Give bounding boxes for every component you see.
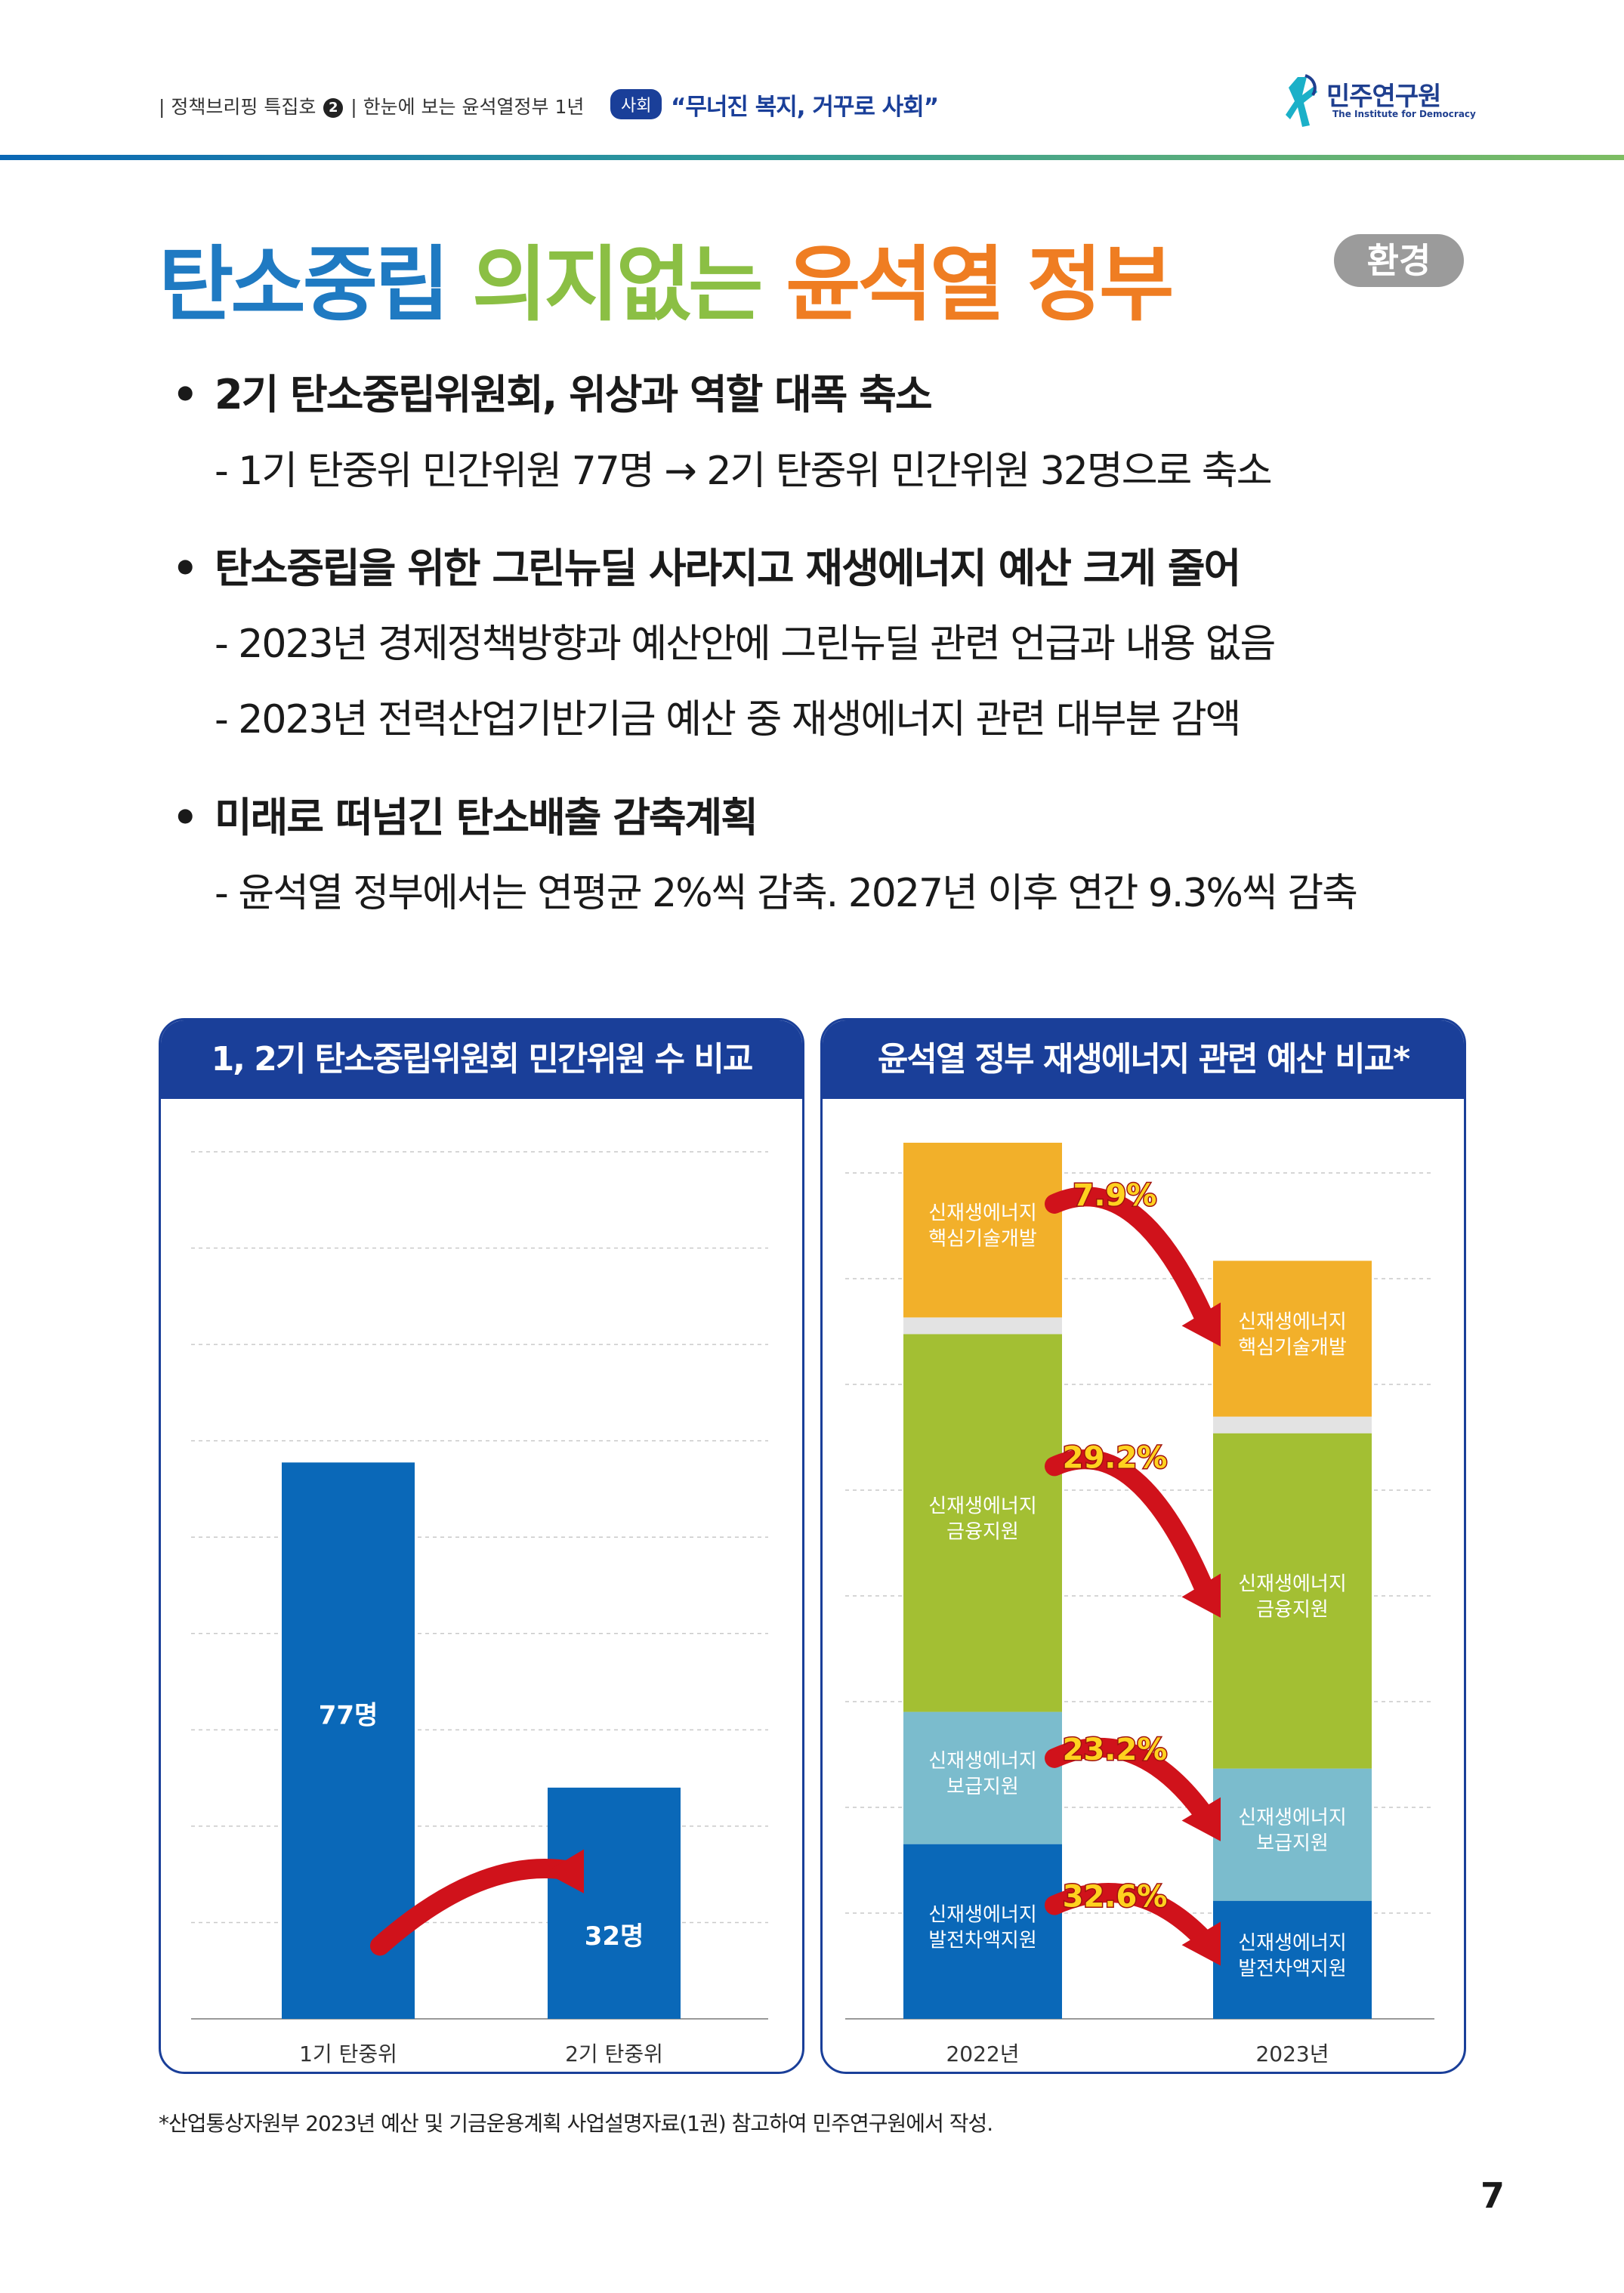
percent-change-label: 29.2% xyxy=(1063,1440,1168,1475)
logo-subtitle: The Institute for Democracy xyxy=(1332,109,1476,119)
header-breadcrumb: | 정책브리핑 특집호 2 | 한눈에 보는 윤석열정부 1년 xyxy=(159,92,584,119)
bullet-heading: • 미래로 떠넘긴 탄소배출 감축계획 xyxy=(172,784,758,844)
header-category-tag: 사회 xyxy=(610,89,662,119)
segment-label: 신재생에너지 xyxy=(1238,1932,1347,1955)
header-quote: “무너진 복지, 거꾸로 사회” xyxy=(671,94,939,121)
arrow-head xyxy=(1181,1797,1221,1841)
arrow-shaft xyxy=(1045,1187,1217,1334)
segment-label: 발전차액지원 xyxy=(1238,1958,1347,1980)
arrow-head xyxy=(545,1849,584,1893)
arrow-head xyxy=(1181,1573,1221,1618)
segment-label: 신재생에너지 xyxy=(1238,1573,1347,1596)
decrease-arrow xyxy=(1045,1187,1221,1347)
bullet-heading-text: 미래로 떠넘긴 탄소배출 감축계획 xyxy=(215,794,758,841)
bullet-heading: • 2기 탄소중립위원회, 위상과 역할 대폭 축소 xyxy=(172,361,933,421)
percent-change-label: 32.6% xyxy=(1063,1880,1168,1915)
stacked-bar-segment xyxy=(1213,1900,1372,2019)
percent-change-label: 7.9% xyxy=(1073,1178,1157,1213)
bar-value-label: 77명 xyxy=(319,1701,378,1731)
bullet-detail: - 2023년 경제정책방향과 예산안에 그린뉴딜 관련 언급과 내용 없음 xyxy=(215,622,1276,667)
decrease-arrow xyxy=(370,1849,584,1956)
segment-label: 신재생에너지 xyxy=(928,1495,1037,1517)
committee-members-chart: 77명 1기 탄중위 32명 2기 탄중위 xyxy=(191,1151,768,2066)
stacked-bar-segment xyxy=(1213,1768,1372,1901)
title-part-1: 탄소중립 xyxy=(159,238,473,332)
logo-emblem-icon xyxy=(1286,74,1317,127)
header-divider xyxy=(0,155,1624,160)
segment-label: 신재생에너지 xyxy=(1238,1807,1347,1829)
segment-label: 보급지원 xyxy=(1256,1832,1329,1855)
stacked-bar-segment xyxy=(903,1844,1062,2019)
header-issue-number: 2 xyxy=(323,98,344,118)
institute-logo: 민주연구원 The Institute for Democracy xyxy=(1284,73,1476,133)
bullet-detail: - 윤석열 정부에서는 연평균 2%씩 감축. 2027년 이후 연간 9.3%… xyxy=(215,871,1358,916)
arrow-shaft xyxy=(370,1859,580,1956)
segment-label: 핵심기술개발 xyxy=(1238,1336,1347,1359)
segment-label: 금융지원 xyxy=(1256,1599,1329,1622)
page-header: | 정책브리핑 특집호 2 | 한눈에 보는 윤석열정부 1년 사회 “무너진 … xyxy=(159,82,1465,127)
bar xyxy=(548,1787,681,2019)
arrow-shaft xyxy=(1045,1738,1217,1829)
segment-label: 신재생에너지 xyxy=(928,1202,1037,1225)
stacked-bar-segment xyxy=(903,1334,1062,1712)
segment-label: 발전차액지원 xyxy=(928,1929,1037,1952)
header-series: | 정책브리핑 특집호 xyxy=(159,96,316,118)
segment-label: 금융지원 xyxy=(946,1520,1019,1543)
logo-name: 민주연구원 xyxy=(1326,82,1441,112)
committee-members-chart-panel: 1, 2기 탄소중립위원회 민간위원 수 비교 77명 1기 탄중위 32명 2기 탄… xyxy=(159,1018,804,2074)
x-tick-label: 2기 탄중위 xyxy=(565,2041,663,2066)
title-part-3: 윤석열 정부 xyxy=(786,238,1174,332)
bullet-detail: - 2023년 전력산업기반기금 예산 중 재생에너지 관련 대부분 감액 xyxy=(215,697,1241,742)
renewable-budget-chart: 신재생에너지발전차액지원신재생에너지보급지원신재생에너지금융지원신재생에너지핵심… xyxy=(845,1143,1434,2066)
segment-label: 신재생에너지 xyxy=(928,1903,1037,1926)
bullet-detail: - 1기 탄중위 민간위원 77명 → 2기 탄중위 민간위원 32명으로 축소 xyxy=(215,449,1273,494)
percent-change-label: 23.2% xyxy=(1063,1733,1168,1767)
chart-title: 윤석열 정부 재생에너지 관련 예산 비교* xyxy=(823,1020,1464,1099)
x-tick-label: 2023년 xyxy=(1255,2041,1329,2066)
segment-separator xyxy=(903,1317,1062,1335)
renewable-budget-chart-panel: 윤석열 정부 재생에너지 관련 예산 비교* 신재생에너지 발전차액지원 신재생에너… xyxy=(820,1018,1466,2074)
arrow-head xyxy=(1181,1302,1221,1347)
segment-label: 핵심기술개발 xyxy=(928,1228,1037,1251)
source-footnote: *산업통상자원부 2023년 예산 및 기금운용계획 사업설명자료(1권) 참고… xyxy=(159,2111,993,2136)
stacked-bar-segment xyxy=(1213,1261,1372,1417)
stacked-bar-segment xyxy=(1213,1433,1372,1769)
x-tick-label: 2022년 xyxy=(946,2041,1019,2066)
category-badge: 환경 xyxy=(1334,234,1464,287)
segment-label: 신재생에너지 xyxy=(1238,1310,1347,1333)
bullet-dot: • xyxy=(172,794,199,841)
decrease-arrow xyxy=(1045,1738,1221,1841)
arrow-shaft xyxy=(1045,1883,1217,1953)
stacked-bar-segment xyxy=(903,1711,1062,1844)
header-subject: | 한눈에 보는 윤석열정부 1년 xyxy=(350,96,585,118)
bullet-dot: • xyxy=(172,371,199,418)
page-number: 7 xyxy=(1480,2175,1505,2216)
bullet-heading-text: 2기 탄소중립위원회, 위상과 역할 대폭 축소 xyxy=(215,371,933,418)
bullet-heading-text: 탄소중립을 위한 그린뉴딜 사라지고 재생에너지 예산 크게 줄어 xyxy=(215,545,1241,592)
stacked-bar-segment xyxy=(903,1143,1062,1318)
segment-label: 신재생에너지 xyxy=(928,1750,1037,1773)
segment-label: 보급지원 xyxy=(946,1776,1019,1798)
chart-title: 1, 2기 탄소중립위원회 민간위원 수 비교 xyxy=(161,1020,802,1099)
title-part-2: 의지없는 xyxy=(472,238,786,332)
decrease-arrow xyxy=(1045,1883,1221,1966)
x-tick-label: 1기 탄중위 xyxy=(299,2041,397,2066)
arrow-head xyxy=(1181,1921,1221,1966)
decrease-arrow xyxy=(1045,1449,1221,1618)
bullet-heading: • 탄소중립을 위한 그린뉴딜 사라지고 재생에너지 예산 크게 줄어 xyxy=(172,535,1241,594)
page-title: 탄소중립 의지없는 윤석열 정부 xyxy=(159,219,1175,337)
arrow-shaft xyxy=(1045,1449,1217,1605)
bullet-dot: • xyxy=(172,545,199,592)
bar-value-label: 32명 xyxy=(585,1921,644,1952)
segment-separator xyxy=(1213,1416,1372,1434)
